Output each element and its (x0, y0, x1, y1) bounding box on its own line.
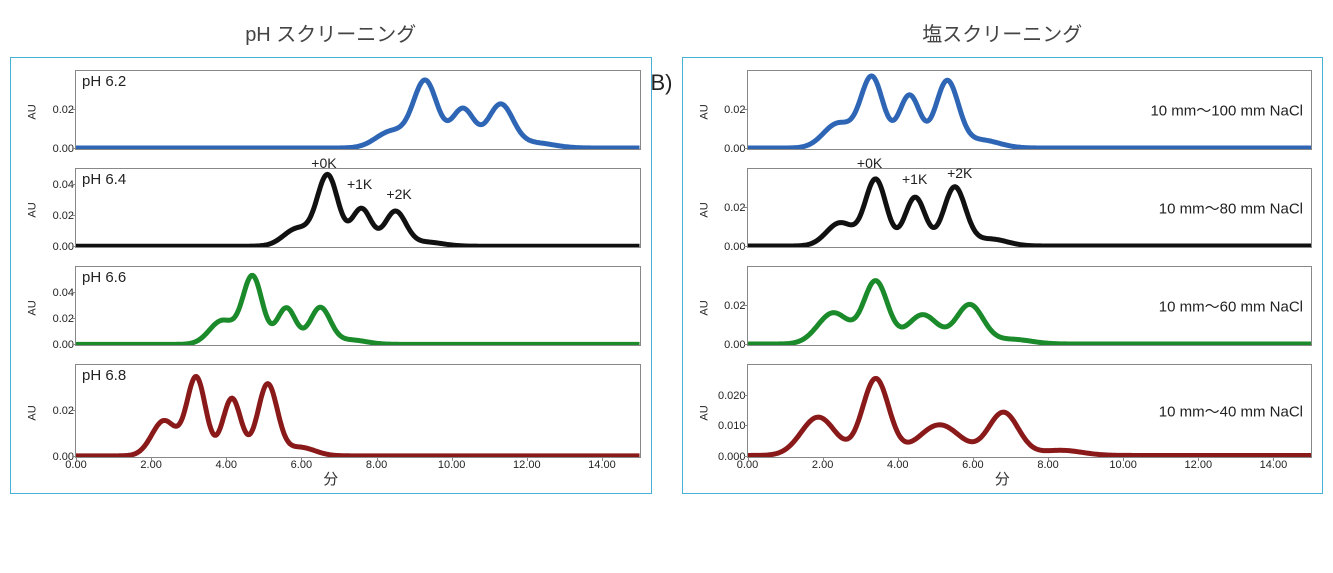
trace-svg (76, 267, 640, 345)
peak-label: +2K (947, 165, 972, 181)
trace-svg (76, 71, 640, 149)
panel: pH スクリーニングA)AU0.000.02pH 6.2AU0.000.020.… (10, 18, 652, 494)
plot-area: 0.000.02pH 6.2 (75, 70, 641, 150)
condition-label: 10 mm～100 mm NaCl (1150, 100, 1303, 121)
x-axis-title: 分 (687, 468, 1319, 489)
condition-label: pH 6.8 (82, 367, 126, 384)
condition-label: 10 mm～80 mm NaCl (1159, 198, 1303, 219)
panel-title: pH スクリーニング (10, 18, 652, 47)
panel-frame: B)AU0.000.0210 mm～100 mm NaClAU0.000.021… (682, 57, 1324, 494)
y-tick-label: 0.02 (53, 313, 74, 325)
y-axis-label: AU (698, 104, 710, 119)
condition-label: 10 mm～40 mm NaCl (1159, 401, 1303, 422)
plot-area: 0.000.0210 mm～80 mm NaCl+0K+1K+2K (747, 168, 1313, 248)
peak-label: +2K (386, 186, 411, 202)
plot-area: 0.000.020.002.004.006.008.0010.0012.0014… (75, 364, 641, 458)
y-tick-label: 0.02 (53, 405, 74, 417)
y-tick-label: 0.02 (53, 210, 74, 222)
chromatogram-row: AU0.000.0210 mm～80 mm NaCl+0K+1K+2K (687, 162, 1319, 258)
plot-area: 0.0000.0100.0200.002.004.006.008.0010.00… (747, 364, 1313, 458)
y-tick-label: 0.04 (53, 179, 74, 191)
plot-area: 0.000.020.04pH 6.4+0K+1K+2K (75, 168, 641, 248)
condition-label: 10 mm～60 mm NaCl (1159, 296, 1303, 317)
x-axis-title: 分 (15, 468, 647, 489)
chromatogram-row: AU0.000.0210 mm～100 mm NaCl (687, 64, 1319, 160)
y-tick-label: 0.02 (53, 104, 74, 116)
panel-letter: A) (0, 70, 1, 96)
y-tick-label: 0.02 (724, 104, 745, 116)
y-tick-label: 0.02 (724, 300, 745, 312)
y-tick-label: 0.010 (718, 420, 746, 432)
chromatogram-row: AU0.000.020.04pH 6.4+0K+1K+2K (15, 162, 647, 258)
chromatogram-row: AU0.000.020.04pH 6.6 (15, 260, 647, 356)
peak-label: +0K (311, 155, 336, 171)
panel-letter: B) (651, 70, 673, 96)
figure-container: pH スクリーニングA)AU0.000.02pH 6.2AU0.000.020.… (10, 18, 1323, 494)
y-axis-label: AU (698, 405, 710, 420)
y-tick-label: 0.00 (724, 241, 745, 253)
y-tick-label: 0.00 (724, 339, 745, 351)
y-axis-label: AU (698, 202, 710, 217)
y-axis-label: AU (27, 104, 39, 119)
peak-label: +1K (902, 171, 927, 187)
chromatogram-row: AU 0.0000.0100.0200.002.004.006.008.0010.… (687, 358, 1319, 468)
plot-area: 0.000.0210 mm～100 mm NaCl (747, 70, 1313, 150)
y-axis-label: AU (27, 300, 39, 315)
plot-area: 0.000.0210 mm～60 mm NaCl (747, 266, 1313, 346)
chromatogram-row: AU0.000.02pH 6.2 (15, 64, 647, 160)
y-tick-label: 0.04 (53, 287, 74, 299)
y-tick-label: 0.00 (53, 143, 74, 155)
y-axis-label: AU (698, 300, 710, 315)
condition-label: pH 6.6 (82, 269, 126, 286)
panel: 塩スクリーニングB)AU0.000.0210 mm～100 mm NaClAU0… (682, 18, 1324, 494)
plot-area: 0.000.020.04pH 6.6 (75, 266, 641, 346)
chromatogram-row: AU0.000.0210 mm～60 mm NaCl (687, 260, 1319, 356)
panel-title: 塩スクリーニング (682, 18, 1324, 47)
panel-frame: A)AU0.000.02pH 6.2AU0.000.020.04pH 6.4+0… (10, 57, 652, 494)
peak-label: +0K (857, 155, 882, 171)
y-tick-label: 0.02 (724, 202, 745, 214)
condition-label: pH 6.2 (82, 73, 126, 90)
chromatogram-row: AU 0.000.020.002.004.006.008.0010.0012.00… (15, 358, 647, 468)
y-tick-label: 0.020 (718, 390, 746, 402)
y-tick-label: 0.00 (53, 241, 74, 253)
condition-label: pH 6.4 (82, 171, 126, 188)
trace-svg (76, 365, 640, 457)
y-tick-label: 0.00 (724, 143, 745, 155)
y-axis-label: AU (27, 405, 39, 420)
y-axis-label: AU (27, 202, 39, 217)
y-tick-label: 0.00 (53, 339, 74, 351)
peak-label: +1K (347, 176, 372, 192)
